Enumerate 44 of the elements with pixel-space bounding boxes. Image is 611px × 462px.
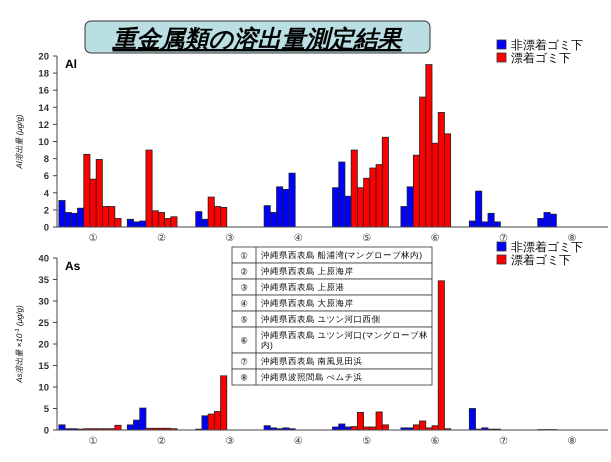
chart-title: 重金属類の溶出量測定結果: [112, 26, 404, 53]
y-tick-label: 14: [38, 102, 50, 114]
x-tick-label: ④: [294, 436, 303, 447]
y-tick-label: 0: [44, 222, 49, 234]
y-tick-label: 16: [38, 86, 49, 97]
y-tick-label: 12: [38, 120, 49, 131]
annotation: Al: [65, 57, 77, 71]
x-tick-label: ⑧: [567, 436, 576, 447]
x-tick-label: ③: [225, 233, 234, 244]
y-tick-label: 25: [38, 318, 50, 329]
y-tick-label: 6: [44, 171, 49, 182]
y-tick-label: 15: [38, 361, 50, 372]
y-tick-label: 5: [44, 404, 50, 415]
x-tick-label: ⑥: [430, 233, 440, 244]
y-tick-label: 10: [38, 137, 49, 148]
y-tick-label: 35: [38, 275, 50, 286]
x-tick-label: ⑤: [362, 233, 372, 244]
y-tick-label: 18: [38, 68, 49, 80]
x-tick-label: ④: [294, 233, 303, 244]
site-table: ① 沖縄県西表島 船浦湾(マングローブ林内) ② 沖縄県西表島 上原海岸 ③ 沖縄県西表島 上原港 ④ 沖縄県西表島 大原海岸 ⑤ 沖縄県西表島 ユツン河口西側 ⑥ 沖縄県西表島 ユツン河口(マングローブ林内) ⑦ 沖縄県西表島 南風見田浜 ⑧ 沖縄県波照間島 ぺムチ浜: [232, 246, 432, 386]
x-tick-label: ②: [156, 436, 166, 447]
x-tick-label: ③: [225, 436, 234, 447]
x-tick-label: ②: [156, 233, 166, 244]
y-axis-title: Al溶出量 (μg/g): [15, 114, 24, 170]
annotation: As: [65, 259, 81, 273]
legend-label: 漂着ゴミ下: [511, 51, 571, 65]
y-tick-label: 20: [38, 340, 49, 350]
x-tick-label: ①: [88, 436, 98, 447]
x-tick-label: ⑥: [430, 436, 440, 447]
legend-label: 非漂着ゴミ下: [511, 240, 583, 254]
y-tick-label: 4: [44, 188, 50, 200]
x-tick-label: ①: [88, 233, 98, 244]
y-tick-label: 10: [38, 382, 49, 394]
y-tick-label: 40: [38, 254, 49, 264]
legend-label: 非漂着ゴミ下: [511, 38, 583, 52]
y-tick-label: 2: [44, 205, 49, 216]
x-tick-label: ⑤: [362, 436, 372, 447]
x-tick-label: ⑦: [499, 233, 508, 244]
y-tick-label: 0: [44, 426, 49, 436]
x-tick-label: ⑦: [499, 436, 508, 447]
y-tick-label: 8: [44, 154, 49, 166]
y-tick-label: 30: [38, 296, 49, 308]
y-tick-label: 20: [38, 52, 49, 62]
legend-label: 漂着ゴミ下: [511, 253, 571, 267]
